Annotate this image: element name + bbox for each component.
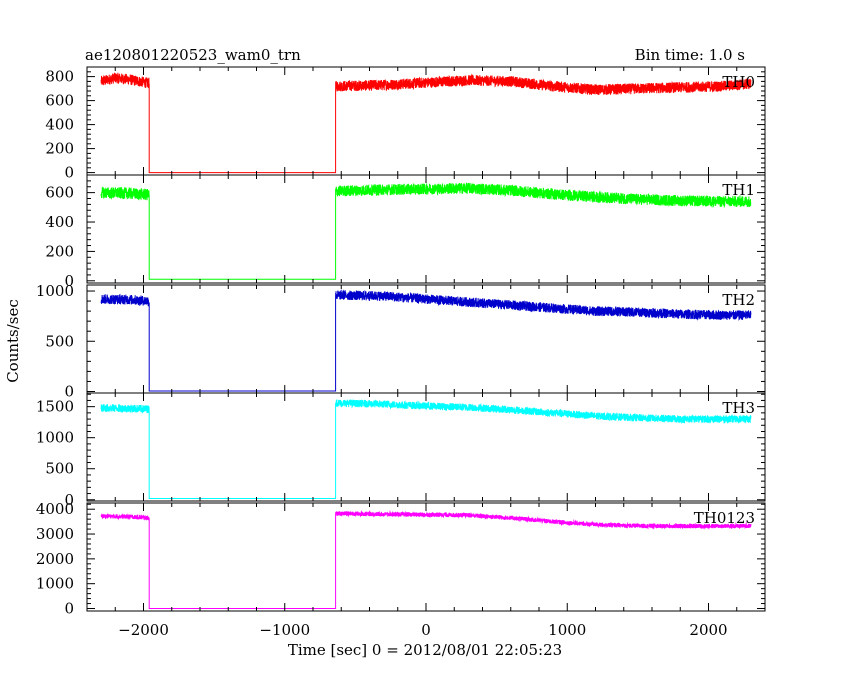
x-tick-label: 2000	[689, 621, 727, 639]
series-th3-trace	[100, 399, 752, 499]
y-tick-label: 500	[45, 332, 74, 350]
x-tick-label: −2000	[118, 621, 169, 639]
y-tick-label: 4000	[36, 500, 74, 518]
y-tick-label: 200	[45, 140, 74, 158]
series-th2-trace	[100, 289, 752, 392]
y-tick-label: 1000	[36, 575, 74, 593]
chart-title: ae120801220523_wam0_trn	[85, 46, 301, 64]
y-tick-label: 500	[45, 460, 74, 478]
panel-label-th3: TH3	[722, 399, 755, 417]
y-tick-label: 800	[45, 68, 74, 86]
panel-th1: 0 200 400 600 TH1	[45, 174, 766, 290]
y-tick-label: 600	[45, 92, 74, 110]
panel-label-th1: TH1	[722, 181, 755, 199]
panel-th2: 0 500 1000 TH2	[36, 282, 766, 400]
y-tick-label: 600	[45, 184, 74, 202]
series-th0123-trace	[100, 510, 752, 609]
y-tick-label: 0	[64, 491, 74, 509]
y-tick-label: 200	[45, 242, 74, 260]
y-tick-label: 0	[64, 164, 74, 182]
panel-th0123: 0 1000 2000 3000 4000 TH0123	[36, 500, 766, 618]
y-tick-label: 2000	[36, 550, 74, 568]
y-tick-label: 400	[45, 116, 74, 134]
panels-group: 0 200 400 600 800 TH0 0 200 400 600 TH1 0 500 1000 TH2…	[36, 66, 766, 639]
panel-th3: 0 500 1000 1500 TH3	[36, 392, 766, 509]
series-th1-trace	[100, 182, 752, 280]
x-tick-label: −1000	[259, 621, 310, 639]
panel-th0: 0 200 400 600 800 TH0	[45, 66, 766, 182]
x-axis-label: Time [sec] 0 = 2012/08/01 22:05:23	[288, 641, 562, 659]
y-tick-label: 0	[64, 600, 74, 618]
y-tick-label: 0	[64, 272, 74, 290]
y-tick-label: 1000	[36, 282, 74, 300]
y-axis-label: Counts/sec	[4, 299, 22, 383]
panel-label-th0123: TH0123	[694, 509, 755, 527]
bin-time-label: Bin time: 1.0 s	[635, 46, 745, 64]
y-tick-label: 3000	[36, 525, 74, 543]
panel-label-th0: TH0	[722, 73, 755, 91]
y-tick-label: 1000	[36, 429, 74, 447]
y-tick-label: 0	[64, 382, 74, 400]
x-tick-label: 0	[421, 621, 431, 639]
panel-frame	[86, 502, 766, 612]
y-tick-label: 400	[45, 213, 74, 231]
y-tick-label: 1500	[36, 398, 74, 416]
panel-label-th2: TH2	[722, 291, 755, 309]
series-th0-trace	[100, 72, 752, 174]
x-tick-label: 1000	[548, 621, 586, 639]
